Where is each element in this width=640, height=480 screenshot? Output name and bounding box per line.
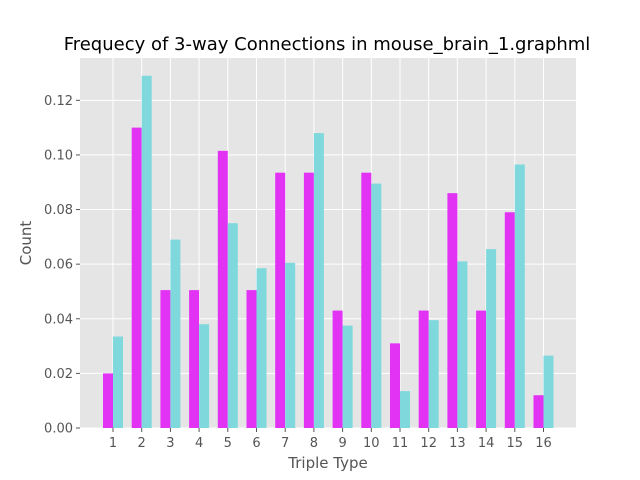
y-axis-ticks: 0.00 0.02 0.04 0.06 0.08 0.10 0.12 bbox=[44, 94, 80, 437]
y-tick-label: 0.12 bbox=[44, 94, 73, 109]
x-tick-label: 8 bbox=[310, 436, 318, 451]
x-tick-label: 14 bbox=[478, 436, 495, 451]
bar-series-2 bbox=[457, 261, 468, 428]
bar-series-2 bbox=[371, 183, 382, 428]
bar-series-2 bbox=[170, 239, 181, 428]
x-tick-label: 6 bbox=[252, 436, 260, 451]
x-tick-label: 4 bbox=[195, 436, 203, 451]
bar-series-1 bbox=[246, 290, 257, 428]
bar-series-2 bbox=[199, 324, 210, 428]
bar-series-2 bbox=[342, 325, 353, 428]
bar-series-2 bbox=[428, 320, 439, 428]
bar-series-1 bbox=[160, 290, 171, 428]
bar-series-1 bbox=[390, 343, 400, 428]
x-tick-label: 9 bbox=[338, 436, 346, 451]
x-tick-label: 5 bbox=[224, 436, 232, 451]
bar-series-2 bbox=[400, 391, 410, 428]
y-tick-label: 0.04 bbox=[44, 312, 73, 327]
bar-series-1 bbox=[103, 373, 113, 428]
bar-series-2 bbox=[227, 223, 238, 428]
bar-series-2 bbox=[313, 133, 324, 428]
x-tick-label: 13 bbox=[449, 436, 466, 451]
y-tick-label: 0.10 bbox=[44, 148, 73, 163]
bar-series-1 bbox=[275, 172, 286, 428]
bar-series-1 bbox=[332, 310, 343, 428]
x-tick-label: 3 bbox=[166, 436, 174, 451]
y-axis-label: Count bbox=[17, 221, 35, 266]
y-tick-label: 0.06 bbox=[44, 258, 73, 273]
bar-series-2 bbox=[285, 262, 296, 428]
bar-series-1 bbox=[131, 127, 142, 429]
x-tick-label: 15 bbox=[507, 436, 524, 451]
bar-series-1 bbox=[504, 212, 515, 428]
chart-title: Frequecy of 3-way Connections in mouse_b… bbox=[64, 34, 591, 55]
bar-series-1 bbox=[418, 310, 429, 428]
bar-series-2 bbox=[256, 268, 267, 428]
x-tick-label: 2 bbox=[138, 436, 146, 451]
bar-series-2 bbox=[543, 355, 554, 428]
bar-series-2 bbox=[113, 336, 123, 428]
bar-series-1 bbox=[217, 150, 228, 429]
bars bbox=[103, 75, 554, 429]
bar-series-2 bbox=[486, 249, 497, 428]
bar-series-1 bbox=[533, 395, 544, 428]
x-tick-label: 12 bbox=[420, 436, 437, 451]
bar-series-2 bbox=[141, 75, 152, 428]
y-tick-label: 0.08 bbox=[44, 203, 73, 218]
bar-series-1 bbox=[303, 172, 314, 428]
y-tick-label: 0.00 bbox=[44, 422, 73, 437]
x-tick-label: 11 bbox=[392, 436, 409, 451]
y-tick-label: 0.02 bbox=[44, 367, 73, 382]
bar-series-1 bbox=[361, 172, 372, 428]
bar-series-2 bbox=[514, 164, 525, 429]
plot-background bbox=[80, 58, 576, 428]
x-axis-ticks: 1 2 3 4 5 6 7 8 9 10 11 12 13 14 15 16 bbox=[109, 428, 552, 451]
x-tick-label: 7 bbox=[281, 436, 289, 451]
x-axis-label: Triple Type bbox=[287, 454, 367, 472]
bar-series-1 bbox=[447, 193, 458, 428]
x-tick-label: 1 bbox=[109, 436, 117, 451]
bar-series-1 bbox=[189, 290, 200, 428]
bar-series-1 bbox=[476, 310, 487, 428]
x-tick-label: 10 bbox=[363, 436, 380, 451]
x-tick-label: 16 bbox=[535, 436, 552, 451]
